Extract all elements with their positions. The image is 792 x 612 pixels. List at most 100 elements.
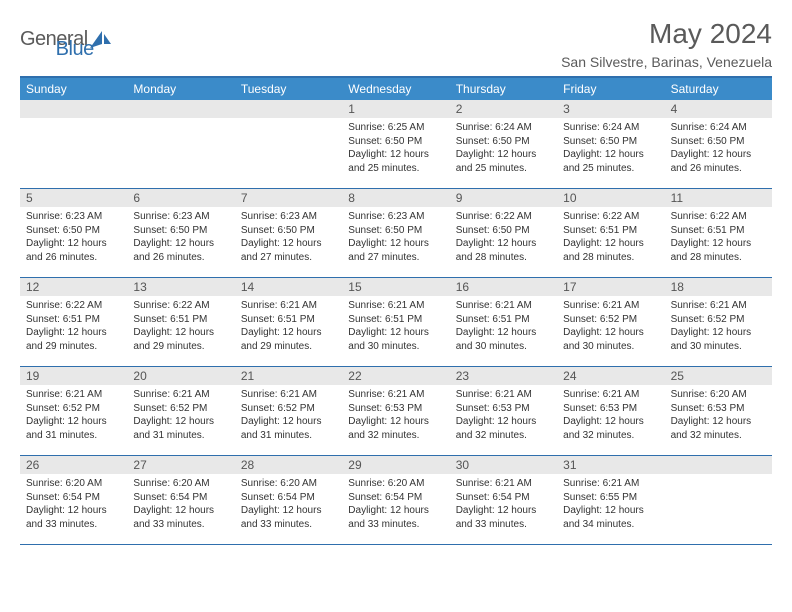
day-number <box>127 100 234 118</box>
sunrise-line: Sunrise: 6:21 AM <box>241 388 336 402</box>
day-cell-empty <box>665 456 772 544</box>
day-number: 6 <box>127 189 234 207</box>
day-cell-23: 23Sunrise: 6:21 AMSunset: 6:53 PMDayligh… <box>450 367 557 455</box>
daylight-line: Daylight: 12 hours and 29 minutes. <box>26 326 121 353</box>
day-number: 4 <box>665 100 772 118</box>
day-details: Sunrise: 6:22 AMSunset: 6:51 PMDaylight:… <box>665 207 772 268</box>
sunrise-line: Sunrise: 6:25 AM <box>348 121 443 135</box>
day-number: 26 <box>20 456 127 474</box>
day-cell-13: 13Sunrise: 6:22 AMSunset: 6:51 PMDayligh… <box>127 278 234 366</box>
daylight-line: Daylight: 12 hours and 31 minutes. <box>133 415 228 442</box>
day-header-wednesday: Wednesday <box>342 78 449 100</box>
day-details: Sunrise: 6:23 AMSunset: 6:50 PMDaylight:… <box>235 207 342 268</box>
sunrise-line: Sunrise: 6:21 AM <box>563 299 658 313</box>
day-header-thursday: Thursday <box>450 78 557 100</box>
daylight-line: Daylight: 12 hours and 31 minutes. <box>26 415 121 442</box>
sunset-line: Sunset: 6:51 PM <box>348 313 443 327</box>
brand-word-blue: Blue <box>56 38 94 61</box>
daylight-line: Daylight: 12 hours and 26 minutes. <box>133 237 228 264</box>
sunrise-line: Sunrise: 6:21 AM <box>456 388 551 402</box>
sunrise-line: Sunrise: 6:22 AM <box>563 210 658 224</box>
page-header: General Blue May 2024 San Silvestre, Bar… <box>20 18 772 70</box>
day-number: 22 <box>342 367 449 385</box>
day-number: 16 <box>450 278 557 296</box>
day-number: 20 <box>127 367 234 385</box>
day-number: 23 <box>450 367 557 385</box>
daylight-line: Daylight: 12 hours and 32 minutes. <box>348 415 443 442</box>
day-cell-4: 4Sunrise: 6:24 AMSunset: 6:50 PMDaylight… <box>665 100 772 188</box>
day-number: 7 <box>235 189 342 207</box>
day-cell-31: 31Sunrise: 6:21 AMSunset: 6:55 PMDayligh… <box>557 456 664 544</box>
daylight-line: Daylight: 12 hours and 33 minutes. <box>26 504 121 531</box>
sunset-line: Sunset: 6:50 PM <box>348 135 443 149</box>
daylight-line: Daylight: 12 hours and 27 minutes. <box>241 237 336 264</box>
day-cell-30: 30Sunrise: 6:21 AMSunset: 6:54 PMDayligh… <box>450 456 557 544</box>
sunrise-line: Sunrise: 6:20 AM <box>241 477 336 491</box>
day-number: 19 <box>20 367 127 385</box>
daylight-line: Daylight: 12 hours and 34 minutes. <box>563 504 658 531</box>
day-header-monday: Monday <box>127 78 234 100</box>
day-details: Sunrise: 6:20 AMSunset: 6:54 PMDaylight:… <box>235 474 342 535</box>
daylight-line: Daylight: 12 hours and 29 minutes. <box>133 326 228 353</box>
day-details: Sunrise: 6:20 AMSunset: 6:53 PMDaylight:… <box>665 385 772 446</box>
day-header-tuesday: Tuesday <box>235 78 342 100</box>
day-number: 8 <box>342 189 449 207</box>
day-details: Sunrise: 6:22 AMSunset: 6:51 PMDaylight:… <box>20 296 127 357</box>
daylight-line: Daylight: 12 hours and 29 minutes. <box>241 326 336 353</box>
sunset-line: Sunset: 6:52 PM <box>563 313 658 327</box>
sunset-line: Sunset: 6:52 PM <box>133 402 228 416</box>
sunrise-line: Sunrise: 6:24 AM <box>456 121 551 135</box>
day-cell-14: 14Sunrise: 6:21 AMSunset: 6:51 PMDayligh… <box>235 278 342 366</box>
day-details: Sunrise: 6:21 AMSunset: 6:53 PMDaylight:… <box>342 385 449 446</box>
day-number: 21 <box>235 367 342 385</box>
day-number: 3 <box>557 100 664 118</box>
day-cell-5: 5Sunrise: 6:23 AMSunset: 6:50 PMDaylight… <box>20 189 127 277</box>
daylight-line: Daylight: 12 hours and 26 minutes. <box>26 237 121 264</box>
day-cell-17: 17Sunrise: 6:21 AMSunset: 6:52 PMDayligh… <box>557 278 664 366</box>
day-details: Sunrise: 6:21 AMSunset: 6:52 PMDaylight:… <box>235 385 342 446</box>
day-cell-8: 8Sunrise: 6:23 AMSunset: 6:50 PMDaylight… <box>342 189 449 277</box>
sunset-line: Sunset: 6:54 PM <box>348 491 443 505</box>
day-number: 1 <box>342 100 449 118</box>
day-cell-24: 24Sunrise: 6:21 AMSunset: 6:53 PMDayligh… <box>557 367 664 455</box>
sunrise-line: Sunrise: 6:21 AM <box>456 477 551 491</box>
sunset-line: Sunset: 6:50 PM <box>348 224 443 238</box>
week-row: 1 Sunrise: 6:25 AMSunset: 6:50 PM Daylight… <box>20 100 772 189</box>
day-number: 24 <box>557 367 664 385</box>
day-number: 28 <box>235 456 342 474</box>
day-details: Sunrise: 6:23 AMSunset: 6:50 PMDaylight:… <box>127 207 234 268</box>
day-number: 11 <box>665 189 772 207</box>
sunrise-line: Sunrise: 6:21 AM <box>348 388 443 402</box>
day-number: 15 <box>342 278 449 296</box>
brand-logo: General Blue <box>20 18 94 61</box>
day-details: Sunrise: 6:21 AMSunset: 6:54 PMDaylight:… <box>450 474 557 535</box>
sunset-line: Sunset: 6:52 PM <box>241 402 336 416</box>
day-number: 10 <box>557 189 664 207</box>
day-cell-20: 20Sunrise: 6:21 AMSunset: 6:52 PMDayligh… <box>127 367 234 455</box>
sunrise-line: Sunrise: 6:22 AM <box>671 210 766 224</box>
day-cell-empty <box>20 100 127 188</box>
week-row: 5Sunrise: 6:23 AMSunset: 6:50 PMDaylight… <box>20 189 772 278</box>
day-cell-1: 1Sunrise: 6:25 AMSunset: 6:50 PMDaylight… <box>342 100 449 188</box>
sunset-line: Sunset: 6:50 PM <box>456 224 551 238</box>
day-details: Sunrise: 6:20 AMSunset: 6:54 PMDaylight:… <box>342 474 449 535</box>
sunset-line: Sunset: 6:51 PM <box>563 224 658 238</box>
day-details: Sunrise: 6:24 AMSunset: 6:50 PMDaylight:… <box>665 118 772 179</box>
daylight-line: Daylight: 12 hours and 30 minutes. <box>563 326 658 353</box>
sunset-line: Sunset: 6:54 PM <box>133 491 228 505</box>
sunset-line: Sunset: 6:50 PM <box>133 224 228 238</box>
daylight-line: Daylight: 12 hours and 31 minutes. <box>241 415 336 442</box>
day-cell-9: 9Sunrise: 6:22 AMSunset: 6:50 PMDaylight… <box>450 189 557 277</box>
daylight-line: Daylight: 12 hours and 28 minutes. <box>456 237 551 264</box>
day-cell-empty <box>127 100 234 188</box>
daylight-line: Daylight: 12 hours and 32 minutes. <box>563 415 658 442</box>
daylight-line: Daylight: 12 hours and 32 minutes. <box>456 415 551 442</box>
day-number: 18 <box>665 278 772 296</box>
day-cell-10: 10Sunrise: 6:22 AMSunset: 6:51 PMDayligh… <box>557 189 664 277</box>
daylight-line: Daylight: 12 hours and 25 minutes. <box>563 148 658 175</box>
day-number: 29 <box>342 456 449 474</box>
day-details: Sunrise: 6:23 AMSunset: 6:50 PMDaylight:… <box>342 207 449 268</box>
daylight-line: Daylight: 12 hours and 30 minutes. <box>456 326 551 353</box>
day-cell-22: 22Sunrise: 6:21 AMSunset: 6:53 PMDayligh… <box>342 367 449 455</box>
day-cell-11: 11Sunrise: 6:22 AMSunset: 6:51 PMDayligh… <box>665 189 772 277</box>
